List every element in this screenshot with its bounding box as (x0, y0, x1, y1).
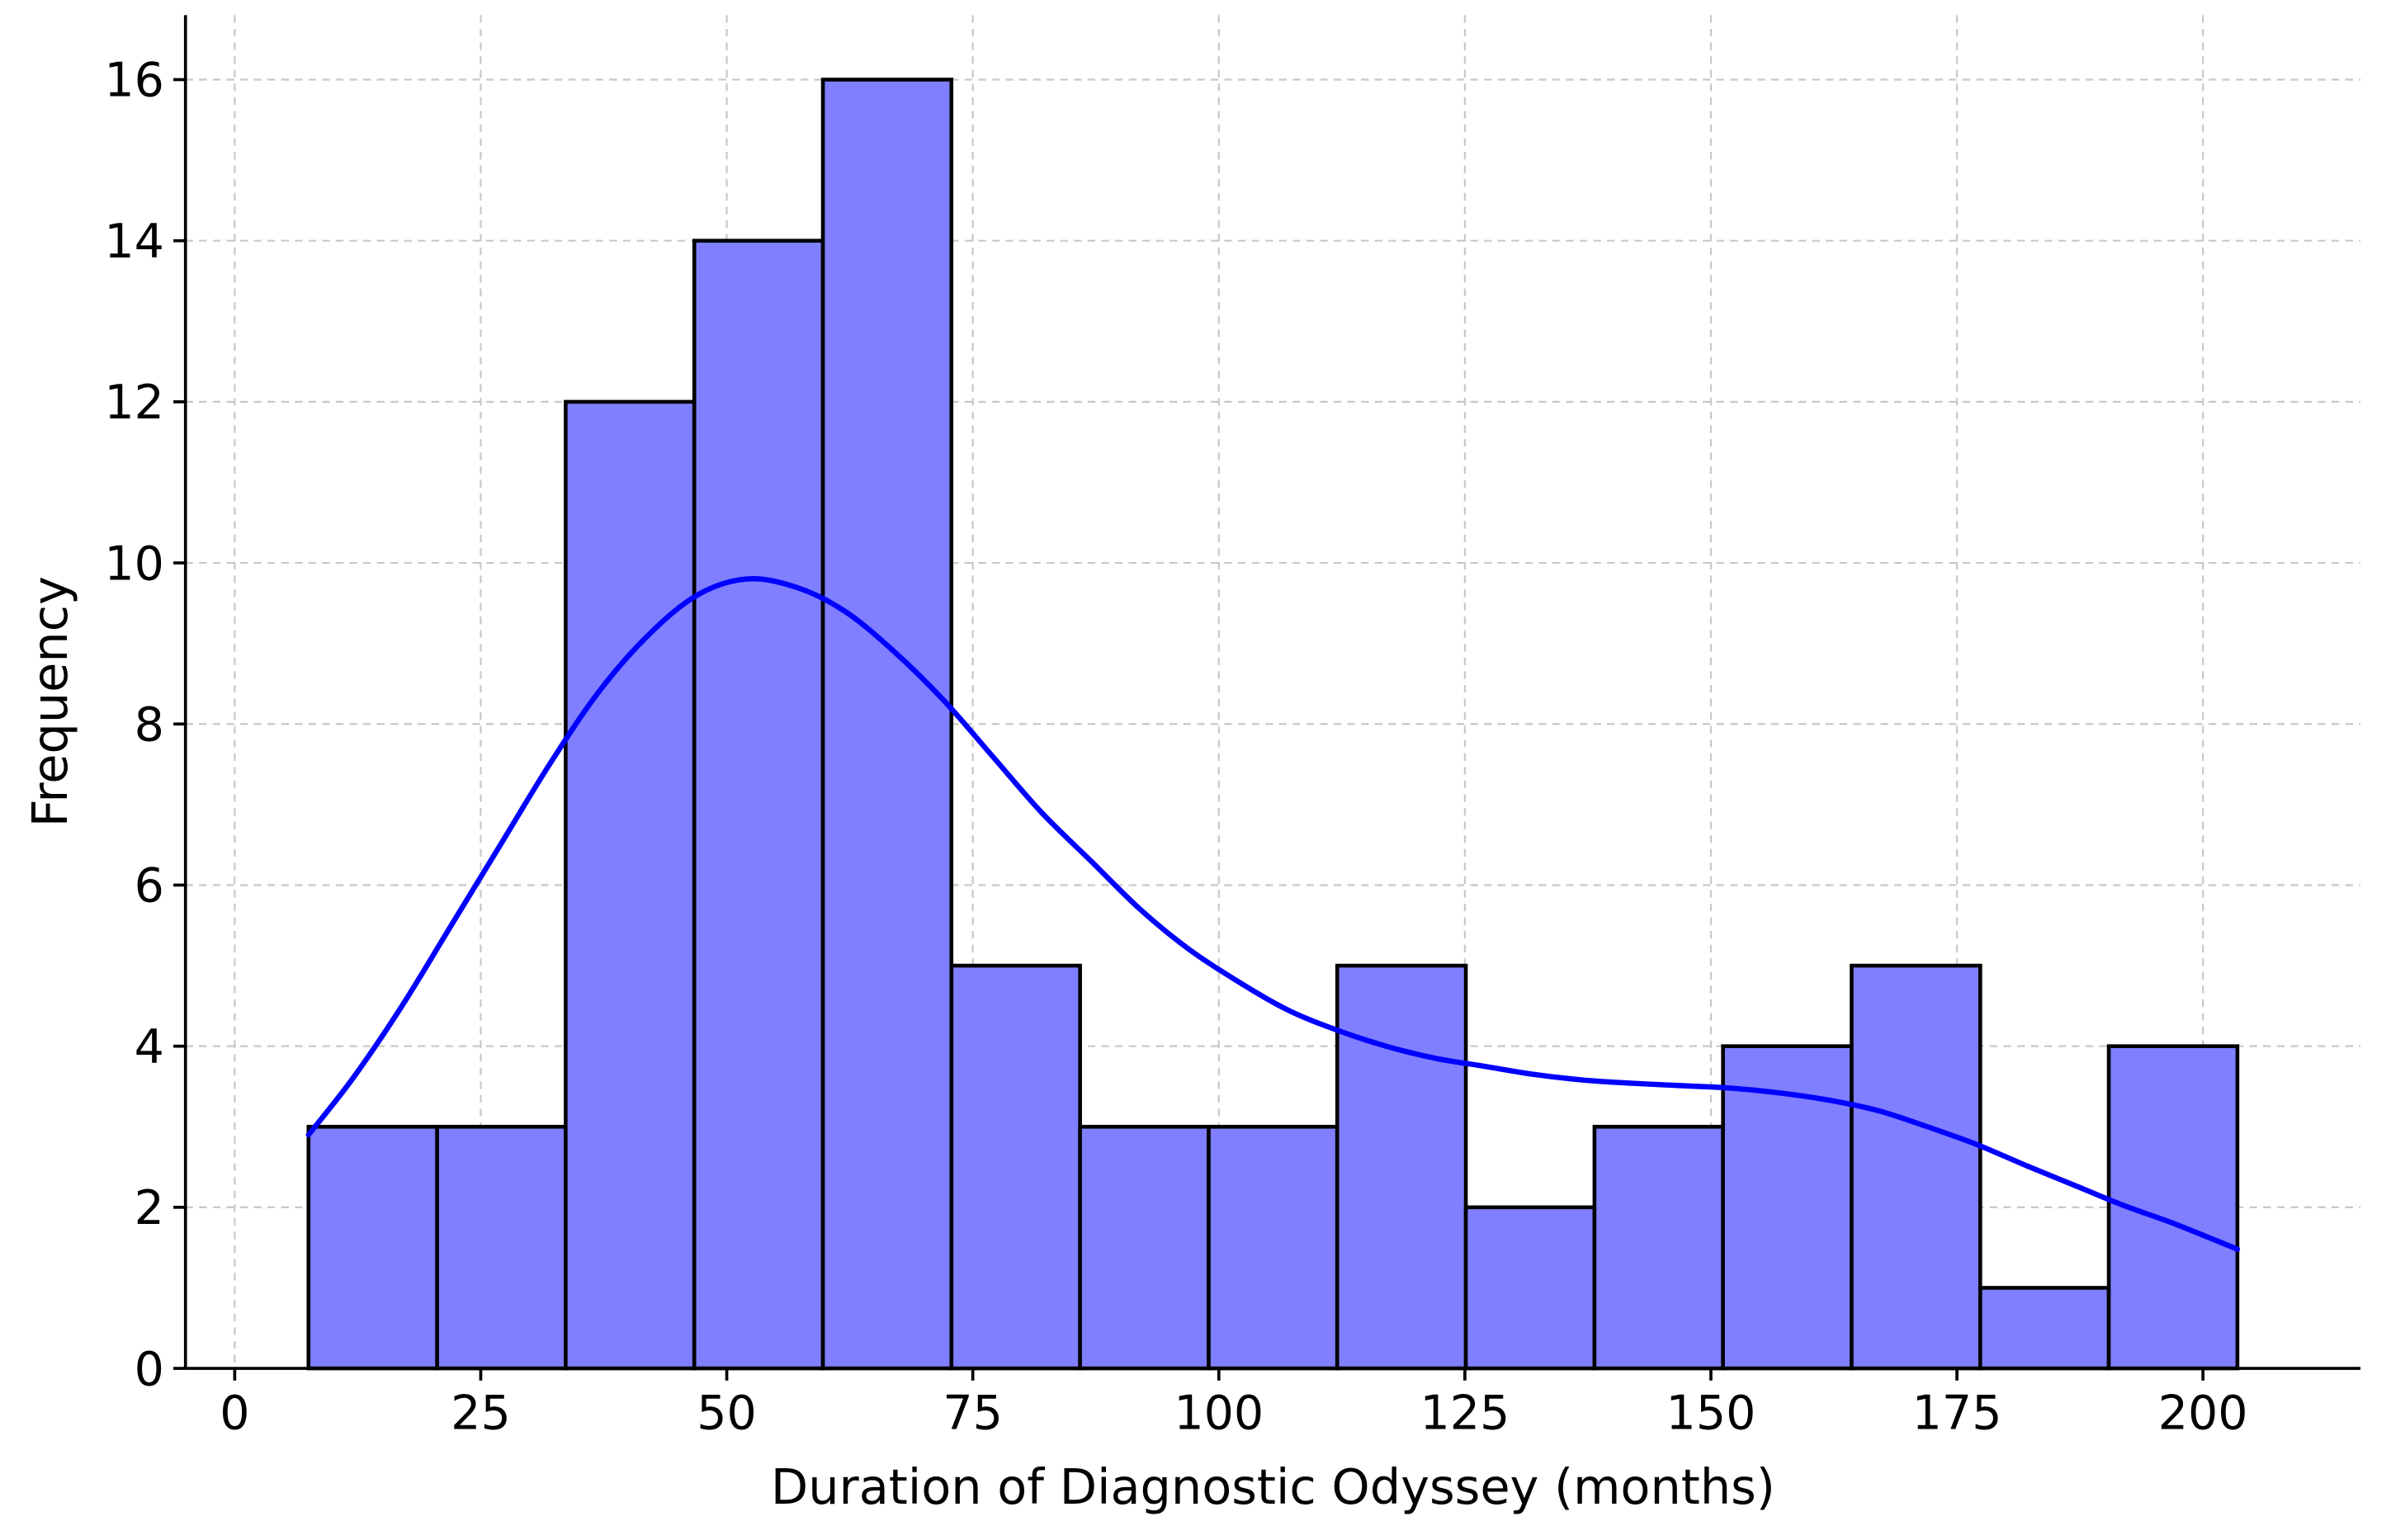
histogram-bar (820, 78, 954, 1371)
histogram-bar (1850, 963, 1982, 1371)
x-tick-label: 175 (1912, 1386, 2002, 1441)
y-tick-label: 12 (104, 376, 164, 430)
y-axis-label: Frequency (21, 576, 78, 827)
ticks-layer: 0 25 50 75 100 125 150 175 200 0 2 4 6 8 10 12 14 16 (104, 54, 2247, 1441)
y-tick-label: 16 (104, 54, 164, 108)
histogram-bar (1592, 1124, 1725, 1371)
y-tick-label: 10 (104, 536, 164, 591)
histogram-bar (692, 239, 825, 1371)
histogram-bar (1463, 1205, 1597, 1371)
x-tick-label: 0 (220, 1386, 249, 1441)
histogram-bar (1207, 1124, 1340, 1371)
x-tick-label: 100 (1174, 1386, 1264, 1441)
y-tick-label: 6 (135, 859, 164, 914)
kde-curve (305, 576, 2241, 1252)
x-tick-label: 200 (2158, 1386, 2248, 1441)
kde-layer (305, 576, 2241, 1252)
histogram-bar (306, 1124, 439, 1371)
y-tick-label: 4 (135, 1020, 164, 1075)
x-tick-label: 150 (1666, 1386, 1756, 1441)
y-tick-label: 0 (135, 1342, 164, 1396)
y-tick-label: 14 (104, 215, 164, 269)
histogram-bar (1335, 963, 1468, 1371)
x-tick-label: 25 (451, 1386, 511, 1441)
x-tick-label: 50 (697, 1386, 757, 1441)
x-tick-label: 125 (1420, 1386, 1510, 1441)
histogram-bar (435, 1124, 568, 1371)
x-tick-label: 75 (943, 1386, 1003, 1441)
histogram-bar (949, 963, 1082, 1371)
y-tick-label: 8 (135, 698, 164, 753)
y-tick-label: 2 (135, 1181, 164, 1235)
histogram-bar (564, 399, 697, 1371)
bars-layer (306, 78, 2240, 1371)
histogram-bar (1978, 1286, 2111, 1371)
x-axis-label: Duration of Diagnostic Odyssey (months) (771, 1458, 1775, 1515)
histogram-bar (1078, 1124, 1211, 1371)
